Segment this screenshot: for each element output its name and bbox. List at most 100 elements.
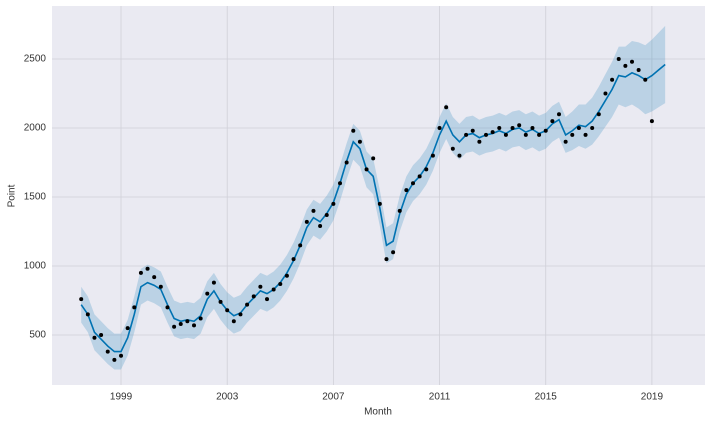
y-axis-label: Point — [7, 184, 18, 207]
observed-point — [125, 326, 130, 331]
observed-point — [192, 323, 197, 328]
observed-point — [291, 257, 296, 262]
observed-point — [371, 156, 376, 161]
observed-point — [437, 126, 442, 131]
x-tick-label: 2019 — [641, 392, 664, 403]
observed-point — [251, 294, 256, 299]
observed-point — [484, 132, 489, 137]
observed-point — [351, 128, 356, 133]
observed-point — [424, 167, 429, 172]
observed-point — [444, 105, 449, 110]
observed-point — [152, 275, 157, 280]
observed-point — [616, 56, 621, 61]
observed-point — [450, 146, 455, 151]
y-tick-label: 500 — [29, 330, 46, 341]
observed-point — [649, 119, 654, 124]
plot-area — [52, 6, 705, 385]
observed-point — [344, 160, 349, 165]
observed-point — [145, 266, 150, 271]
observed-point — [364, 167, 369, 172]
observed-point — [178, 321, 183, 326]
observed-point — [603, 91, 608, 96]
observed-point — [470, 128, 475, 133]
observed-point — [198, 316, 203, 321]
observed-point — [411, 181, 416, 186]
x-tick-label: 2015 — [535, 392, 558, 403]
observed-point — [331, 201, 336, 206]
observed-point — [563, 139, 568, 144]
observed-point — [543, 128, 548, 133]
observed-point — [338, 181, 343, 186]
observed-point — [457, 153, 462, 158]
x-axis-label: Month — [364, 407, 392, 418]
x-tick-label: 1999 — [110, 392, 133, 403]
observed-point — [583, 132, 588, 137]
uncertainty-band — [81, 25, 666, 370]
observed-point — [537, 132, 542, 137]
observed-point — [92, 335, 97, 340]
observed-point — [284, 273, 289, 278]
observed-point — [211, 280, 216, 285]
observed-point — [636, 68, 641, 73]
observed-point — [304, 219, 309, 224]
observed-point — [576, 126, 581, 131]
observed-point — [570, 132, 575, 137]
observed-point — [119, 353, 124, 358]
x-tick-label: 2011 — [429, 392, 451, 403]
observed-point — [517, 123, 522, 128]
x-tick-label: 2003 — [216, 392, 239, 403]
observed-point — [324, 212, 329, 217]
observed-point — [417, 174, 422, 179]
observed-point — [557, 112, 562, 117]
observed-point — [357, 139, 362, 144]
observed-point — [271, 287, 276, 292]
observed-point — [530, 126, 535, 131]
observed-point — [464, 132, 469, 137]
observed-point — [477, 139, 482, 144]
observed-point — [623, 63, 628, 68]
observed-point — [79, 297, 84, 302]
observed-point — [165, 305, 170, 310]
observed-point — [132, 305, 137, 310]
observed-point — [298, 243, 303, 248]
observed-point — [225, 308, 230, 313]
observed-point — [231, 319, 236, 324]
observed-point — [318, 224, 323, 229]
observed-point — [138, 270, 143, 275]
observed-point — [643, 77, 648, 82]
observed-point — [245, 302, 250, 307]
observed-point — [185, 319, 190, 324]
observed-point — [258, 284, 263, 289]
observed-point — [377, 201, 382, 206]
observed-point — [105, 349, 110, 354]
x-tick-label: 2007 — [322, 392, 345, 403]
observed-point — [550, 119, 555, 124]
observed-point — [238, 312, 243, 317]
observed-point — [384, 257, 389, 262]
y-tick-label: 2000 — [24, 123, 47, 134]
observed-point — [158, 284, 163, 289]
observed-point — [218, 299, 223, 304]
observed-point — [503, 132, 508, 137]
observed-point — [430, 153, 435, 158]
observed-point — [497, 126, 502, 131]
observed-point — [610, 77, 615, 82]
observed-point — [590, 126, 595, 131]
observed-point — [630, 59, 635, 64]
observed-point — [596, 112, 601, 117]
observed-point — [404, 188, 409, 193]
y-tick-label: 1000 — [24, 261, 47, 272]
forecast-line — [80, 63, 666, 353]
observed-point — [391, 250, 396, 255]
observed-point — [311, 208, 316, 213]
observed-point — [523, 132, 528, 137]
observed-point — [99, 333, 104, 338]
observed-point — [85, 312, 90, 317]
observed-point — [278, 281, 283, 286]
y-tick-label: 2500 — [24, 54, 47, 65]
observed-point — [397, 208, 402, 213]
observed-point — [112, 357, 117, 362]
observed-point — [490, 130, 495, 135]
observed-point — [510, 126, 515, 131]
